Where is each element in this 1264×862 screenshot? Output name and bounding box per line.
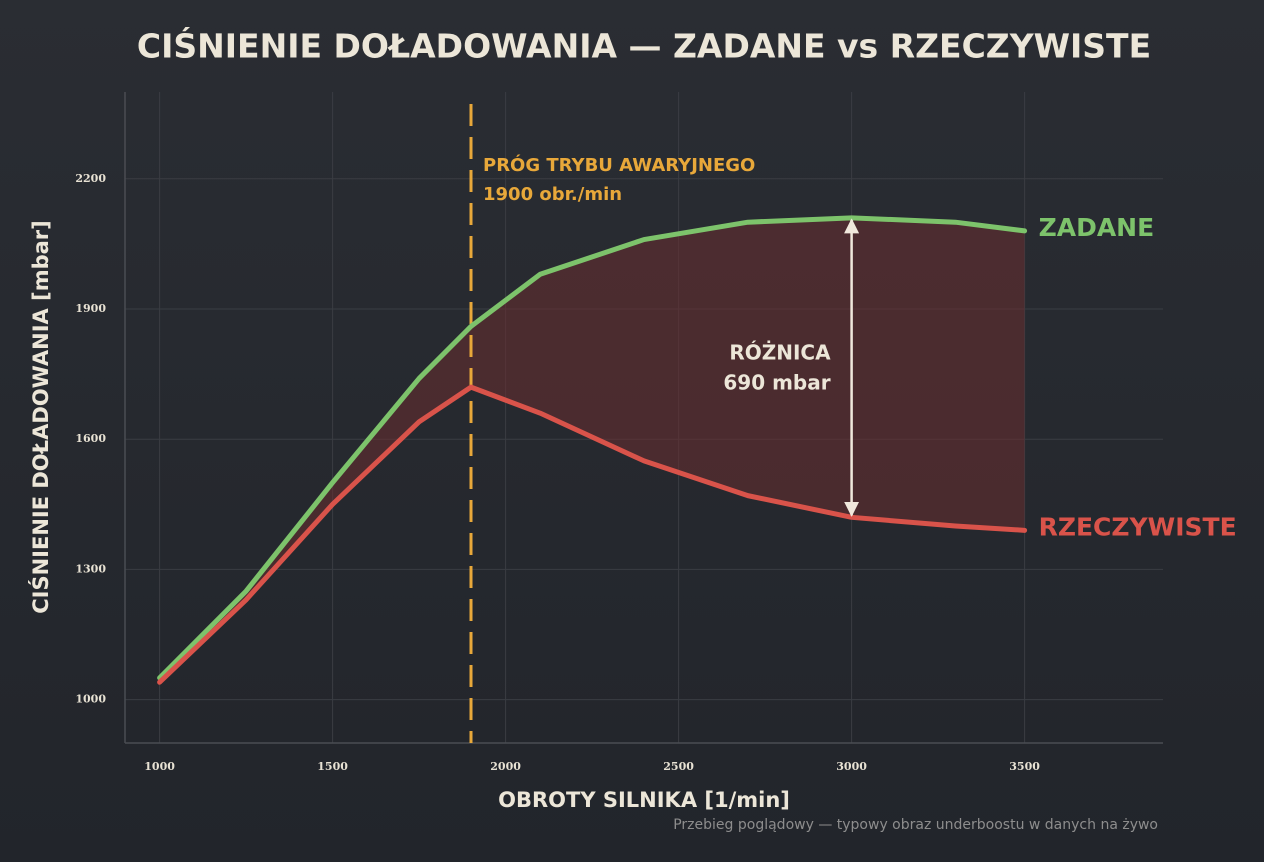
y-tick-label: 1900 [75, 302, 106, 315]
series-line [157, 384, 1028, 685]
x-tick-label: 2500 [663, 760, 694, 773]
x-axis-label: OBROTY SILNIKA [1/min] [498, 788, 790, 812]
y-tick-label: 1600 [75, 432, 106, 445]
gap-fill [159, 217, 1025, 683]
chart-title: CIŚNIENIE DOŁADOWANIA — ZADANE vs RZECZY… [137, 26, 1151, 66]
x-tick-label: 3000 [836, 760, 867, 773]
threshold-label: PRÓG TRYBU AWARYJNEGO [483, 154, 755, 176]
y-tick-label: 2200 [75, 172, 106, 185]
x-tick-label: 3500 [1009, 760, 1040, 773]
difference-label: RÓŻNICA [729, 341, 831, 365]
series-label: RZECZYWISTE [1039, 512, 1237, 541]
x-tick-label: 1500 [317, 760, 348, 773]
x-tick-label: 2000 [490, 760, 521, 773]
footnote: Przebieg poglądowy — typowy obraz underb… [673, 817, 1158, 833]
y-tick-label: 1300 [75, 562, 106, 575]
difference-label: 690 mbar [723, 371, 830, 395]
y-tick-label: 1000 [75, 693, 106, 706]
threshold-label: 1900 obr./min [483, 184, 622, 205]
x-tick-label: 1000 [144, 760, 175, 773]
y-axis-label: CIŚNIENIE DOŁADOWANIA [mbar] [28, 220, 53, 614]
series-label: ZADANE [1039, 213, 1155, 242]
series-line [157, 215, 1028, 681]
